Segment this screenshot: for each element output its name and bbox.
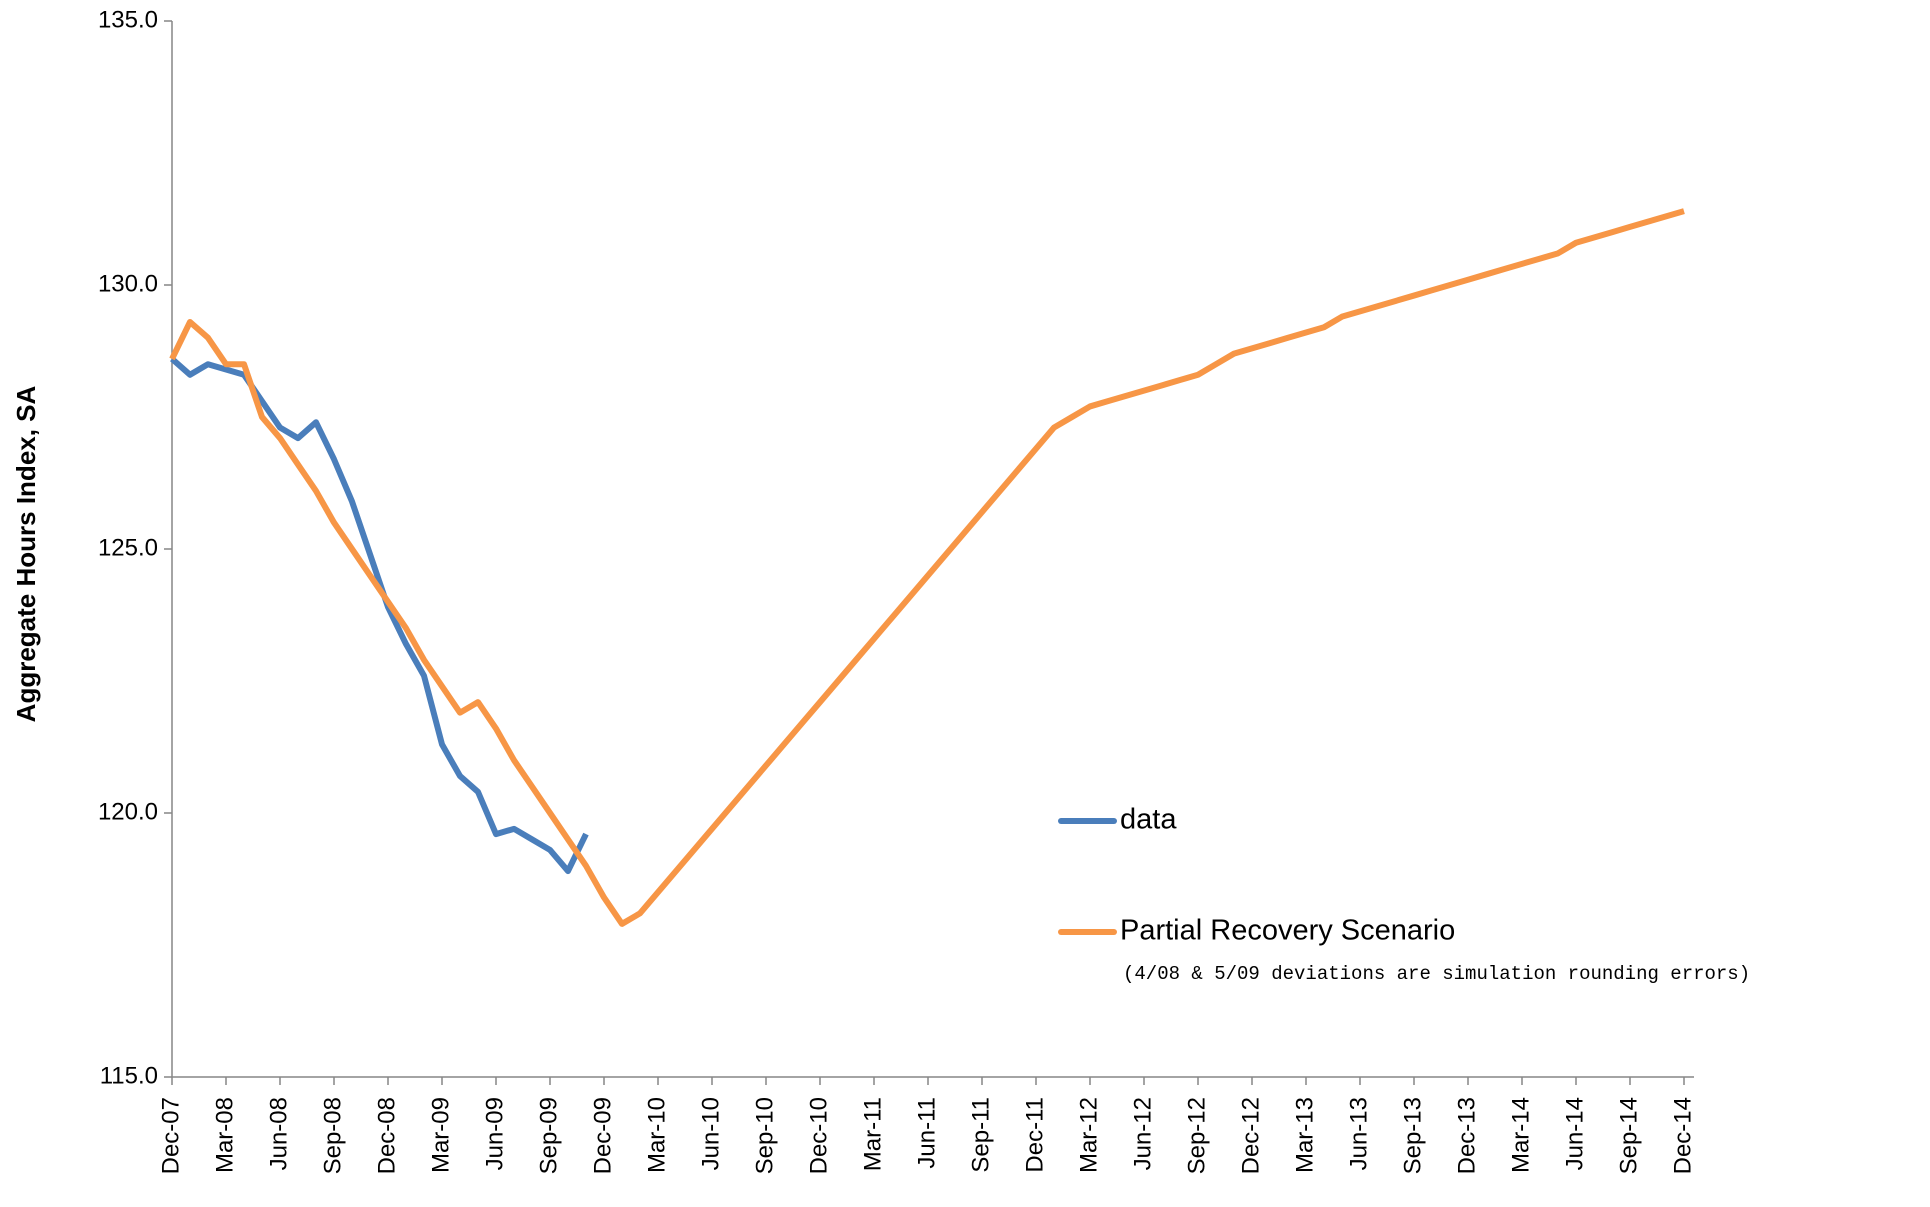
x-tick-label: Sep-10 [751, 1097, 778, 1174]
x-tick-label: Dec-10 [805, 1097, 832, 1174]
line-series [169, 208, 1685, 927]
x-tick-label: Sep-09 [535, 1097, 562, 1174]
y-tick-label: 135.0 [98, 6, 158, 33]
x-tick-label: Dec-09 [589, 1097, 616, 1174]
y-tick-label: 120.0 [98, 798, 158, 825]
x-tick-label: Jun-13 [1345, 1097, 1372, 1170]
x-tick-label: Jun-10 [697, 1097, 724, 1170]
y-tick-label: 130.0 [98, 270, 158, 297]
x-tick-label: Dec-11 [1021, 1097, 1048, 1173]
x-tick-label: Mar-11 [859, 1097, 886, 1171]
x-tick-label: Dec-07 [157, 1097, 184, 1174]
legend-label: Partial Recovery Scenario [1120, 915, 1455, 947]
x-tick-label: Jun-14 [1561, 1097, 1588, 1170]
x-tick-label: Jun-08 [265, 1097, 292, 1170]
x-tick-label: Mar-14 [1507, 1097, 1534, 1173]
x-tick-label: Jun-11 [913, 1097, 940, 1169]
y-tick-label: 125.0 [98, 534, 158, 561]
x-tick-label: Sep-08 [319, 1097, 346, 1174]
x-tick-label: Mar-10 [643, 1097, 670, 1173]
x-tick-label: Mar-12 [1075, 1097, 1102, 1173]
line-series [170, 356, 589, 875]
x-tick-label: Sep-12 [1183, 1097, 1210, 1174]
x-tick-label: Jun-09 [481, 1097, 508, 1170]
x-tick-label: Mar-13 [1291, 1097, 1318, 1173]
x-tick-label: Dec-08 [373, 1097, 400, 1174]
x-tick-label: Sep-13 [1399, 1097, 1426, 1174]
x-tick-label: Jun-12 [1129, 1097, 1156, 1170]
x-tick-label: Mar-08 [211, 1097, 238, 1173]
x-tick-label: Dec-13 [1453, 1097, 1480, 1174]
legend-note: (4/08 & 5/09 deviations are simulation r… [1123, 963, 1750, 985]
legend-label: data [1120, 804, 1177, 836]
y-tick-label: 115.0 [100, 1062, 158, 1089]
x-tick-label: Dec-14 [1669, 1097, 1696, 1174]
y-axis-title: Aggregate Hours Index, SA [11, 385, 41, 722]
x-tick-label: Sep-11 [967, 1097, 994, 1173]
x-tick-label: Mar-09 [427, 1097, 454, 1173]
x-tick-label: Dec-12 [1237, 1097, 1264, 1174]
x-tick-label: Sep-14 [1615, 1097, 1642, 1174]
